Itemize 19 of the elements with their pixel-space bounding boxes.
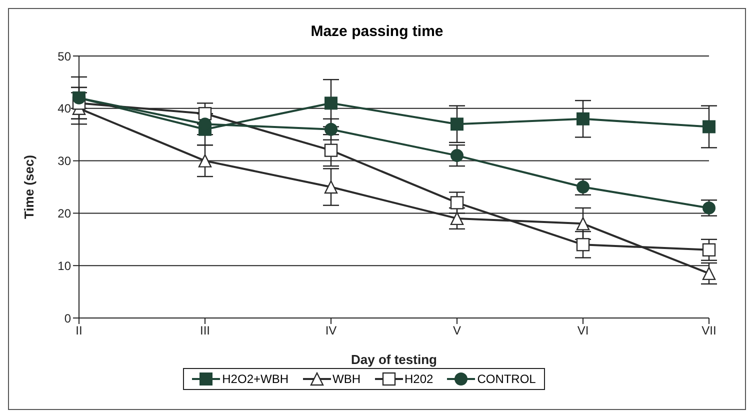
y-tick-label: 30: [58, 154, 72, 168]
x-tick-label: IV: [325, 324, 337, 338]
y-tick-label: 50: [58, 49, 72, 64]
y-tick-label: 10: [58, 258, 72, 273]
legend-label: H2O2+WBH: [222, 372, 288, 386]
legend-label: CONTROL: [477, 372, 536, 386]
x-tick-label: V: [452, 324, 462, 338]
y-tick-label: 40: [58, 102, 72, 116]
x-tick-label: VI: [577, 324, 589, 338]
y-tick-label: 0: [64, 311, 72, 326]
legend-label: H202: [404, 372, 434, 386]
legend-label: WBH: [332, 372, 360, 386]
x-tick-label: III: [200, 324, 210, 338]
y-tick-label: 20: [58, 206, 72, 220]
x-axis-title: Day of testing: [351, 352, 438, 367]
x-tick-label: II: [76, 324, 82, 338]
y-axis-title: Time (sec): [22, 154, 37, 220]
chart-title: Maze passing time: [310, 23, 444, 40]
x-tick-label: VII: [702, 324, 716, 338]
